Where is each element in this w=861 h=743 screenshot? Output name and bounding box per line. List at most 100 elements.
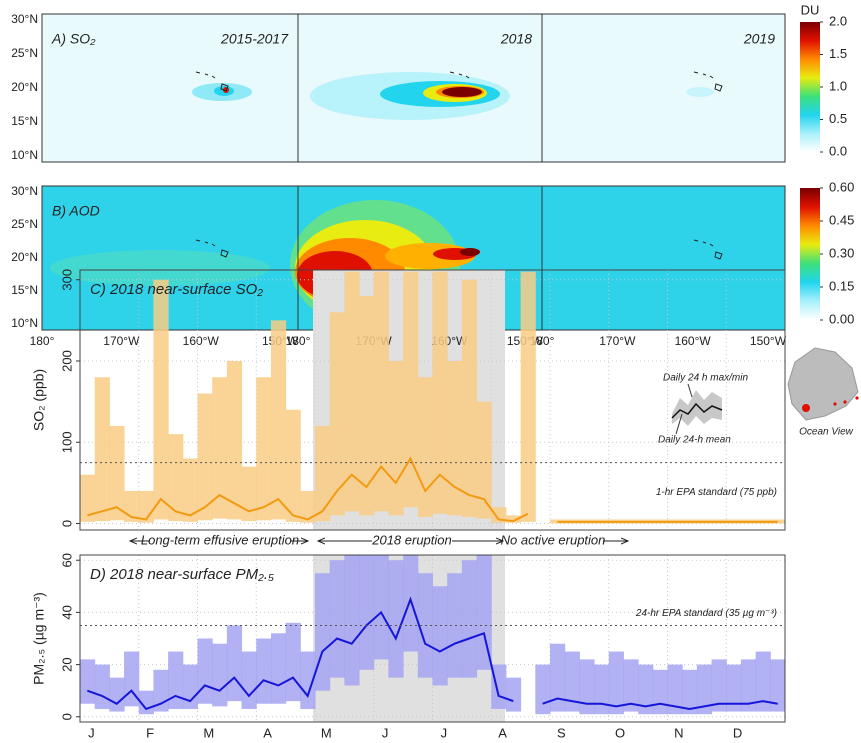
range-band [226,361,243,520]
range-band [505,677,522,712]
range-band [197,638,213,704]
range-band [740,659,757,712]
range-band [755,651,771,712]
lon-label: 160°W [675,334,712,348]
lon-label: 170°W [103,334,140,348]
range-band [241,651,257,709]
range-band [711,659,727,712]
range-band [447,361,463,516]
range-band [461,560,478,678]
colorbar-tick-label: 2.0 [829,13,847,28]
lon-label: 170°W [599,334,636,348]
y-axis-label: PM₂.₅ (µg m⁻³) [31,592,47,685]
range-band [608,651,624,715]
chart: 0 20 40 60 24-hr EPA standard (35 µg m⁻³) D) … [31,553,786,740]
lat-label: 15°N [11,114,38,128]
range-band [94,664,110,709]
range-band [373,271,389,512]
range-band [80,659,96,704]
range-band [226,625,243,702]
range-band [667,664,683,715]
colorbar-tick-label: 1.0 [829,78,847,93]
range-band [241,466,257,522]
range-band [270,320,287,520]
inset-label: Ocean View [799,427,854,438]
range-band [579,659,595,715]
mean-line [542,697,778,710]
colorbar-tick-label: 0.30 [829,245,854,260]
y-tick-label: 100 [59,431,74,453]
range-band [417,377,433,517]
annotation: Long-term effusive eruption [141,532,299,547]
range-band [329,560,345,678]
x-tick-label: F [146,725,154,740]
lat-label: 10°N [11,316,38,330]
y-tick-label: 20 [59,657,74,671]
range-band [315,573,331,691]
x-tick-label: N [674,725,683,740]
x-tick-label: M [321,725,332,740]
x-tick-label: O [615,725,625,740]
x-tick-label: D [733,725,742,740]
range-band [550,643,566,712]
range-band [168,434,184,522]
range-band [256,638,272,704]
colorbar-tick-label: 0.0 [829,143,847,158]
range-band [388,361,404,516]
annotation: 2018 eruption [371,532,452,547]
lat-label: 30°N [11,12,38,26]
y-tick-label: 60 [59,553,74,567]
colorbar-unit: DU [801,2,820,17]
reference-label: 24-hr EPA standard (35 µg m⁻³) [635,608,777,619]
range-band [652,669,668,715]
range-band [270,633,287,704]
range-band [682,669,698,715]
chart-title: D) 2018 near-surface PM₂.₅ [90,566,274,583]
lon-label: 150°W [750,334,787,348]
legend-label: Daily 24 h max/min [663,373,748,384]
x-tick-label: A [498,725,507,740]
colorbar [800,22,820,152]
range-band [770,519,786,524]
plot-frame [79,269,786,531]
y-tick-label: 0 [59,713,74,720]
range-band [285,622,301,702]
lat-label: 30°N [11,184,38,198]
range-band [594,664,610,715]
range-band [168,651,184,709]
range-band [153,279,169,520]
range-band [770,659,786,712]
mean-line [87,456,529,523]
lon-label: 180° [30,334,55,348]
range-band [638,664,654,715]
lat-label: 25°N [11,217,38,231]
range-band [359,296,375,516]
range-band [447,573,463,678]
range-band [623,659,639,712]
range-band [359,555,375,670]
range-band [94,377,110,522]
so2-maps [41,13,786,163]
colorbar-tick-label: 0.00 [829,311,854,326]
y-tick-label: 40 [59,605,74,619]
lat-label: 25°N [11,46,38,60]
x-tick-label: S [557,725,566,740]
period-label: 2015-2017 [220,31,289,47]
range-band [696,664,713,715]
range-band [182,458,198,522]
range-band [344,555,360,686]
colorbar-tick-label: 0.60 [829,179,854,194]
mean-line [87,596,514,711]
island-inset: Ocean View [787,347,859,438]
x-tick-label: J [382,725,389,740]
x-tick-label: J [441,725,448,740]
colorbar [800,188,820,320]
colorbar-tick-label: 0.15 [829,278,854,293]
y-tick-label: 200 [59,350,74,372]
x-tick-label: M [203,725,214,740]
range-band [300,651,316,709]
period-label: 2018 [500,31,532,47]
range-band [300,491,316,523]
range-band [535,664,551,715]
plot-frame [79,554,786,723]
